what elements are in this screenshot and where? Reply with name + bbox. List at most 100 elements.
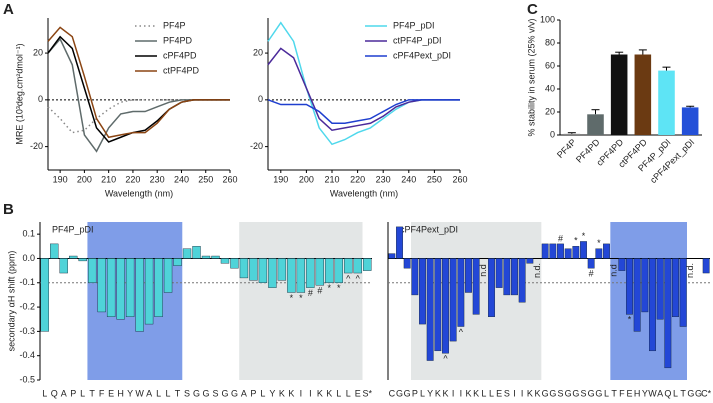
residue-label: K	[317, 388, 323, 398]
bar	[106, 258, 116, 318]
residue-label: E	[626, 388, 632, 398]
annotation: n.d.	[532, 263, 542, 278]
y-tick-label: 0	[38, 94, 43, 104]
x-tick-label: 240	[174, 174, 189, 184]
bar	[503, 258, 511, 296]
residue-label: L	[420, 388, 425, 398]
residue-label: E	[355, 388, 361, 398]
legend-label: PF4PD	[163, 35, 193, 45]
residue-label: W	[135, 388, 144, 398]
x-tick-label: 210	[101, 174, 116, 184]
legend-label: PF4P_pDI	[393, 20, 435, 30]
bar	[268, 258, 277, 288]
y-tick-label: 80	[545, 37, 555, 47]
residue-label: L	[489, 388, 494, 398]
bar	[239, 258, 249, 279]
residue-label: G	[396, 388, 403, 398]
residue-label: E	[108, 388, 114, 398]
residue-label: S	[212, 388, 218, 398]
y-tick-label: -0.4	[19, 350, 35, 360]
bar	[403, 258, 411, 269]
residue-label: K	[435, 388, 441, 398]
residue-label: S*	[362, 388, 372, 398]
y-tick-label: 100	[540, 14, 555, 24]
y-tick-label: -20	[250, 141, 263, 151]
residue-label: K	[534, 388, 540, 398]
panel-title: PF4P_pDI	[52, 224, 94, 234]
y-axis-label: MRE (10³deg.cm²dmol⁻¹)	[14, 43, 24, 144]
bar	[325, 258, 334, 283]
annotation: ^	[443, 354, 448, 364]
residue-label: P	[250, 388, 256, 398]
bar	[220, 258, 230, 264]
annotation: *	[299, 293, 303, 303]
bar	[518, 258, 526, 303]
bar	[572, 246, 580, 259]
bar	[564, 248, 572, 259]
x-tick-label: 230	[150, 174, 165, 184]
y-tick-label: -20	[30, 141, 43, 151]
bar	[40, 258, 49, 332]
y-tick-label: 0	[550, 129, 555, 139]
bar	[419, 258, 426, 325]
bar	[681, 107, 699, 135]
series-line	[47, 35, 230, 143]
series-line	[267, 47, 460, 132]
residue-label: I	[452, 388, 455, 398]
residue-label: I	[513, 388, 516, 398]
y-tick-label: 20	[545, 106, 555, 116]
bar	[541, 243, 549, 259]
x-tick-label: 210	[324, 174, 339, 184]
residue-label: L	[481, 388, 486, 398]
residue-label: K	[442, 388, 448, 398]
bar	[306, 258, 315, 288]
residue-label: G	[549, 388, 556, 398]
annotation: #	[589, 269, 594, 279]
y-tick-label: 20	[33, 47, 43, 57]
annotation: n.d.	[685, 263, 695, 278]
bar	[603, 243, 610, 259]
residue-label: W	[648, 388, 657, 398]
bar	[50, 243, 59, 259]
bar	[488, 258, 495, 318]
panel-label: B	[3, 201, 14, 218]
residue-label: L	[673, 388, 678, 398]
x-tick-label: 190	[53, 174, 68, 184]
x-tick-label: 220	[350, 174, 365, 184]
bar	[249, 258, 258, 281]
bar	[388, 253, 396, 259]
residue-label: A	[61, 388, 67, 398]
residue-label: K	[473, 388, 479, 398]
bar	[465, 258, 472, 293]
bar	[97, 258, 106, 313]
residue-label: L	[156, 388, 161, 398]
residue-label: S	[184, 388, 190, 398]
bar	[296, 258, 306, 293]
annotation: n.d	[478, 264, 488, 277]
residue-label: K	[527, 388, 533, 398]
residue-label: T	[175, 388, 181, 398]
bar	[563, 133, 581, 135]
residue-label: T	[89, 388, 95, 398]
bar	[679, 258, 687, 327]
bar	[618, 258, 626, 271]
residue-label: L	[604, 388, 609, 398]
bar	[277, 258, 287, 281]
annotation: *	[337, 283, 341, 293]
bar	[258, 258, 268, 283]
bar	[610, 54, 628, 135]
residue-label: H	[634, 388, 641, 398]
bar	[633, 258, 641, 332]
residue-label: P	[70, 388, 76, 398]
legend-label: cPF4PD	[163, 50, 197, 60]
residue-label: G	[588, 388, 595, 398]
bar	[672, 258, 679, 318]
residue-label: G	[221, 388, 228, 398]
bar	[626, 258, 633, 315]
residue-label: A	[146, 388, 152, 398]
panel-label: C	[527, 1, 538, 18]
residue-label: K	[288, 388, 294, 398]
residue-label: S	[557, 388, 563, 398]
bar	[69, 255, 78, 259]
y-tick-label: 40	[545, 83, 555, 93]
